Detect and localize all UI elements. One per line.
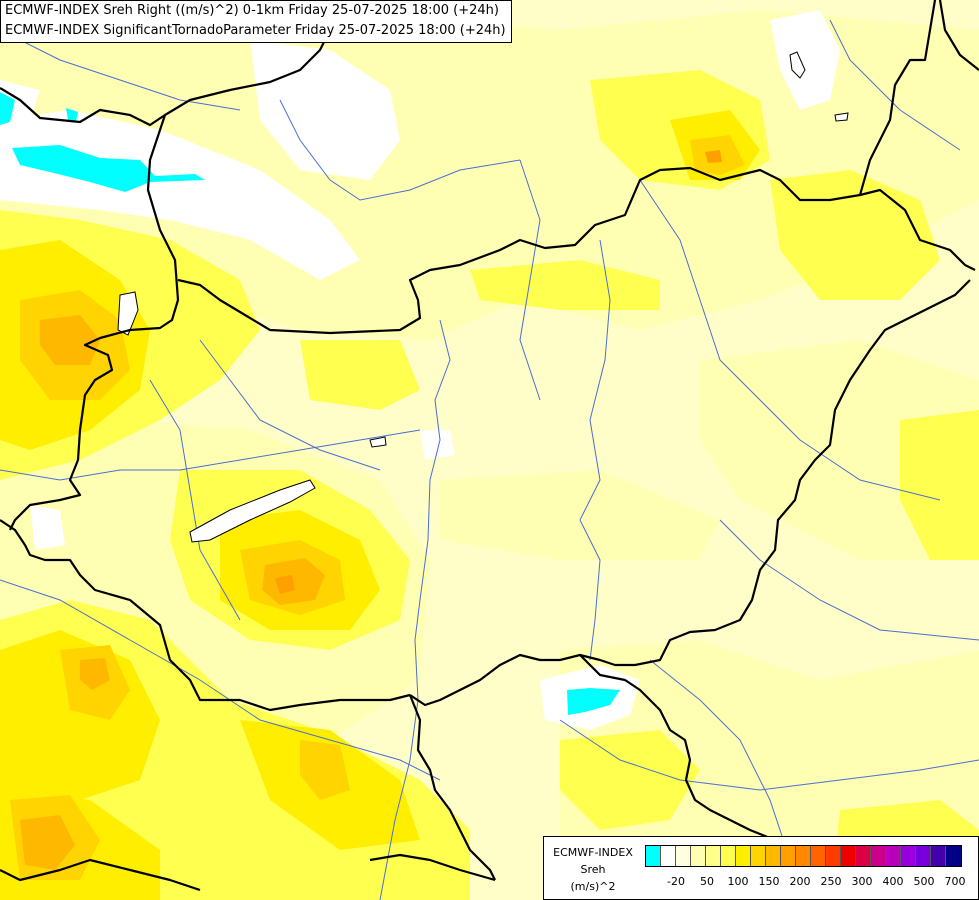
sreh-field-orange <box>20 315 325 870</box>
legend-tick-label: 50 <box>700 875 714 888</box>
legend-swatch <box>841 846 856 866</box>
map-title: ECMWF-INDEX Sreh Right ((m/s)^2) 0-1km F… <box>0 0 512 43</box>
legend-tick-label: 100 <box>727 875 749 888</box>
legend-tick-label: 500 <box>913 875 935 888</box>
legend-tick-label: -20 <box>667 875 685 888</box>
rivers <box>0 19 979 900</box>
legend-tick-label: 250 <box>820 875 842 888</box>
legend-swatch <box>706 846 721 866</box>
legend-swatch <box>676 846 691 866</box>
legend-unit-label: (m/s)^2 <box>570 880 616 893</box>
sreh-field-cyan <box>0 92 620 715</box>
legend-swatch <box>661 846 676 866</box>
color-legend: ECMWF-INDEX Sreh (m/s)^2 -20 50 100 150 200 2… <box>543 836 979 900</box>
legend-swatch <box>901 846 916 866</box>
legend-swatch <box>736 846 751 866</box>
legend-swatch <box>691 846 706 866</box>
legend-swatch <box>931 846 946 866</box>
legend-swatch <box>796 846 811 866</box>
legend-swatch <box>721 846 736 866</box>
legend-swatch <box>826 846 841 866</box>
legend-color-scale <box>645 845 962 867</box>
legend-swatch <box>781 846 796 866</box>
legend-tick-label: 150 <box>758 875 780 888</box>
title-line-1: ECMWF-INDEX Sreh Right ((m/s)^2) 0-1km F… <box>5 3 499 18</box>
legend-tick-label: 200 <box>789 875 811 888</box>
legend-tick-labels: -20 50 100 150 200 250 300 400 500 700 <box>544 875 979 889</box>
legend-swatch <box>766 846 781 866</box>
legend-source-label: ECMWF-INDEX <box>553 846 633 859</box>
sreh-field-deep-orange <box>275 150 722 594</box>
legend-swatch <box>646 846 661 866</box>
legend-swatch <box>946 846 961 866</box>
legend-tick-label: 300 <box>851 875 873 888</box>
legend-swatch <box>916 846 931 866</box>
legend-swatch <box>811 846 826 866</box>
legend-tick-label: 700 <box>944 875 966 888</box>
legend-swatch <box>856 846 871 866</box>
legend-swatch <box>751 846 766 866</box>
lakes <box>117 51 849 543</box>
legend-swatch <box>886 846 901 866</box>
legend-swatch <box>871 846 886 866</box>
legend-tick-label: 400 <box>882 875 904 888</box>
title-line-2: ECMWF-INDEX SignificantTornadoParameter … <box>5 23 506 38</box>
legend-parameter-label: Sreh <box>580 863 606 876</box>
